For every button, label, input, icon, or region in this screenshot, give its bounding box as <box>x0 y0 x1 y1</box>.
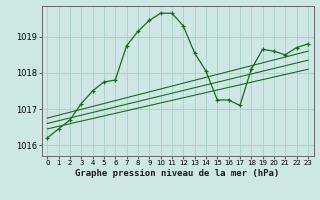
X-axis label: Graphe pression niveau de la mer (hPa): Graphe pression niveau de la mer (hPa) <box>76 169 280 178</box>
